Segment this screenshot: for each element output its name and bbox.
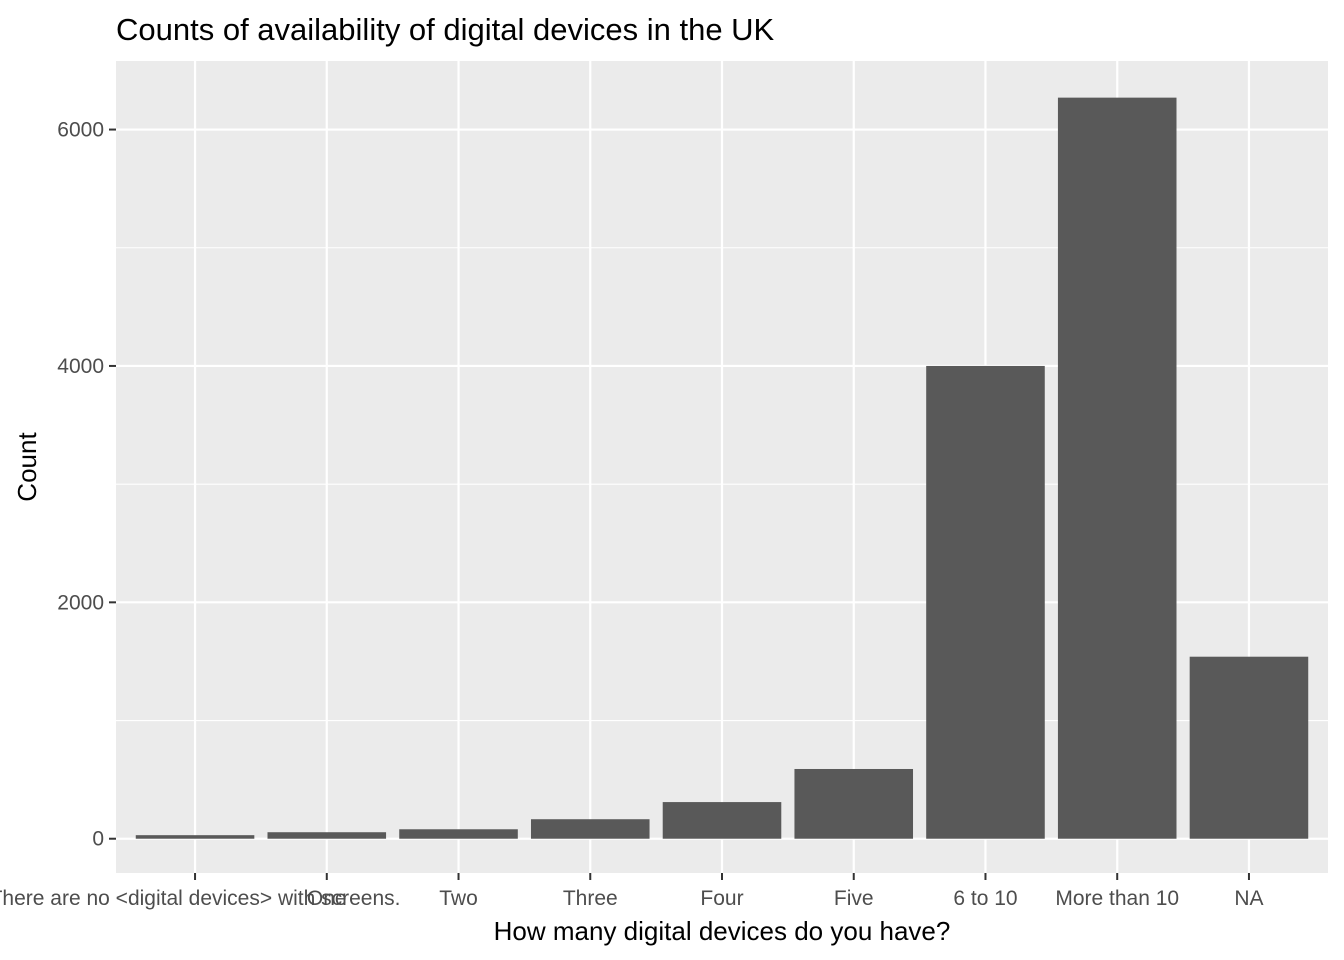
- chart-title: Counts of availability of digital device…: [116, 12, 775, 47]
- x-tick-label: Two: [439, 887, 478, 910]
- y-tick-label: 2000: [57, 591, 104, 614]
- bars: [135, 97, 1309, 839]
- bar: [1189, 656, 1309, 839]
- bar: [926, 365, 1045, 839]
- x-tick-label: Five: [834, 887, 874, 910]
- x-tick-label: One: [307, 887, 347, 910]
- x-tick-label: NA: [1234, 887, 1263, 910]
- bar: [135, 835, 255, 839]
- y-tick-label: 4000: [57, 355, 104, 378]
- bar: [794, 768, 914, 839]
- bar: [399, 829, 518, 839]
- x-axis-title: How many digital devices do you have?: [494, 916, 951, 946]
- x-axis: There are no <digital devices> with scre…: [0, 873, 1264, 910]
- bar: [662, 802, 782, 839]
- y-axis: 0 2000 4000 6000: [57, 119, 116, 851]
- x-tick-label: Four: [700, 887, 743, 910]
- bar: [1057, 97, 1177, 839]
- y-tick-label: 6000: [57, 119, 104, 142]
- bar: [530, 819, 650, 839]
- x-tick-label: 6 to 10: [953, 887, 1017, 910]
- y-axis-title: Count: [12, 432, 42, 502]
- y-tick-label: 0: [92, 828, 104, 851]
- bar: [267, 832, 387, 839]
- x-tick-label: There are no <digital devices> with scre…: [0, 887, 400, 910]
- x-tick-label: More than 10: [1055, 887, 1179, 910]
- x-tick-label: Three: [563, 887, 618, 910]
